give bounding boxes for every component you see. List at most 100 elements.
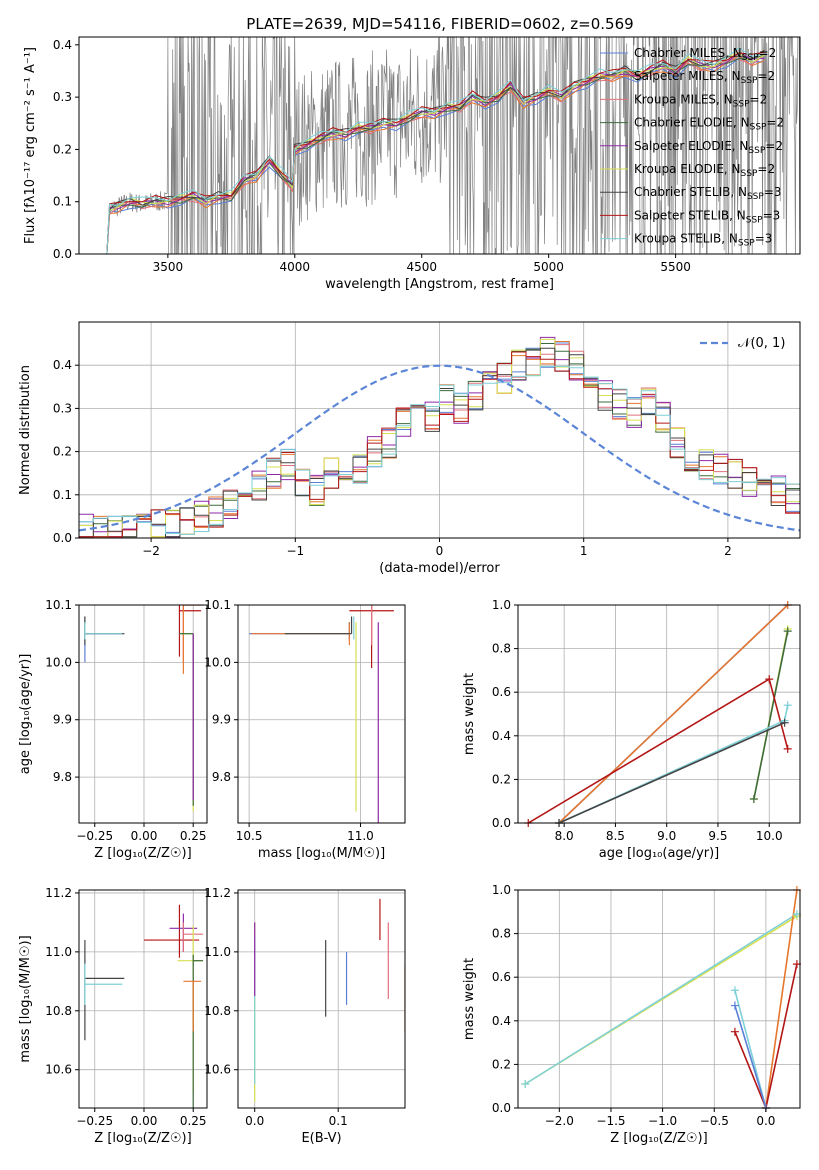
y-tick-label: 0.2	[492, 1057, 511, 1071]
x-tick-label: 0.25	[180, 1114, 207, 1128]
y-tick-label: 0.8	[492, 927, 511, 941]
figure-title: PLATE=2639, MJD=54116, FIBERID=0602, z=0…	[246, 15, 633, 33]
x-tick-label: −2	[142, 544, 160, 558]
data-point-marker	[765, 675, 774, 684]
x-tick-label: 11.0	[347, 829, 374, 843]
model-spectrum-line	[106, 49, 765, 254]
x-tick-label: 5000	[533, 260, 564, 274]
y-tick-label: 0.4	[492, 1014, 511, 1028]
histogram-step	[79, 347, 800, 538]
data-point-marker	[730, 986, 739, 995]
legend-entry: Chabrier MILES, NSSP=2	[634, 46, 776, 63]
x-tick-label: 10.5	[236, 829, 263, 843]
y-tick-label: 11.2	[45, 886, 72, 900]
mass-vs-metallicity-panel: −0.25 0.00 0.25 10.6 10.8 11.0 11.2 Z [log₁₀(Z/…	[18, 886, 208, 1146]
axes-frame	[78, 889, 208, 1109]
y-tick-label: 10.6	[45, 1063, 72, 1077]
y-tick-label: 10.0	[45, 655, 72, 669]
x-axis-label: age [log₁₀(age/yr)]	[599, 846, 720, 861]
x-tick-label: −0.25	[76, 829, 113, 843]
legend-entry: Chabrier STELIB, NSSP=3	[634, 185, 782, 202]
y-axis-label: mass weight	[462, 673, 477, 755]
legend-entry: 𝒩(0, 1)	[738, 336, 785, 351]
observed-spectrum-line	[106, 37, 800, 254]
data-point-marker	[783, 627, 792, 636]
data-point-marker	[521, 1080, 530, 1089]
y-tick-label: 11.0	[45, 945, 72, 959]
plot-area	[254, 898, 405, 1103]
x-tick-label: −2.0	[545, 1114, 574, 1128]
mass-vs-ebv-panel: 0.0 0.1 10.6 10.8 11.0 11.2 E(B-V)	[204, 886, 406, 1146]
model-spectrum-line	[106, 51, 765, 254]
legend-entry: Salpeter ELODIE, NSSP=2	[634, 139, 783, 156]
data-point-marker	[730, 1027, 739, 1036]
x-tick-label: 4500	[406, 260, 437, 274]
y-tick-label: 0.6	[492, 970, 511, 984]
mass-weight-line	[527, 677, 789, 823]
y-tick-label: 0.4	[492, 729, 511, 743]
mass-weight-line	[753, 631, 789, 800]
model-spectrum-line	[106, 52, 765, 254]
y-tick-label: 0.2	[53, 142, 72, 156]
plot-area	[249, 605, 394, 823]
age-vs-metallicity-panel: −0.25 0.00 0.25 9.8 9.9 10.0 10.1 Z [log₁₀(Z/Z☉…	[18, 598, 208, 861]
x-axis-label: mass [log₁₀(M/M☉)]	[258, 846, 385, 861]
x-tick-label: 1	[580, 544, 588, 558]
x-tick-label: 0.0	[245, 1114, 264, 1128]
x-axis-label: Z [log₁₀(Z/Z☉)]	[610, 1131, 707, 1146]
x-tick-label: 5500	[660, 260, 691, 274]
y-axis-label: mass weight	[462, 958, 477, 1040]
residual-histogram-panel: −2 −1 0 1 2 0.0 0.1 0.2 0.3 0.4 (data-model)/error…	[18, 321, 801, 576]
y-tick-label: 9.9	[53, 713, 72, 727]
legend-entry: Kroupa MILES, NSSP=2	[634, 92, 767, 109]
model-spectrum-line	[106, 52, 765, 254]
x-tick-label: −0.5	[700, 1114, 729, 1128]
y-tick-label: 0.2	[53, 445, 72, 459]
legend-entry: Salpeter MILES, NSSP=2	[634, 69, 775, 86]
mass-weight-line	[558, 721, 785, 823]
legend-entry: Chabrier ELODIE, NSSP=2	[634, 116, 784, 133]
x-tick-label: 8.5	[606, 829, 625, 843]
mass-weight-line	[558, 705, 789, 823]
histogram-step	[79, 343, 800, 526]
axes-frame	[517, 889, 801, 1109]
plot-area	[527, 605, 789, 823]
x-tick-label: 9.5	[708, 829, 727, 843]
y-tick-label: 0.4	[53, 358, 72, 372]
legend-entry: Kroupa ELODIE, NSSP=2	[634, 162, 775, 179]
y-tick-label: 10.1	[204, 598, 231, 612]
y-tick-label: 0.2	[492, 772, 511, 786]
x-tick-label: −1.0	[648, 1114, 677, 1128]
x-tick-label: 0	[436, 544, 444, 558]
axes-frame	[237, 604, 406, 824]
y-tick-label: 10.1	[45, 598, 72, 612]
histogram-step	[79, 365, 800, 535]
plot-area	[84, 904, 204, 1108]
x-axis-label: wavelength [Angstrom, rest frame]	[325, 277, 554, 292]
y-tick-label: 10.8	[45, 1004, 72, 1018]
y-tick-label: 0.6	[492, 685, 511, 699]
y-axis-label: Normed distribution	[18, 365, 33, 495]
data-point-marker	[730, 1001, 739, 1010]
x-tick-label: 0.1	[329, 1114, 348, 1128]
x-tick-label: −0.25	[76, 1114, 113, 1128]
y-tick-label: 1.0	[492, 883, 511, 897]
y-tick-label: 10.0	[204, 655, 231, 669]
massweight-vs-age-panel: 8.0 8.5 9.0 9.5 10.0 0.0 0.2 0.4 0.6 0.8 1.0 age [l…	[462, 598, 801, 861]
data-point-marker	[780, 718, 789, 727]
massweight-vs-metallicity-panel: −2.0 −1.5 −1.0 −0.5 0.0 0.0 0.2 0.4 0.6 0.8 1.0 Z […	[462, 883, 801, 1146]
x-tick-label: −1.5	[596, 1114, 625, 1128]
x-axis-label: Z [log₁₀(Z/Z☉)]	[94, 1131, 191, 1146]
y-tick-label: 9.8	[212, 770, 231, 784]
x-axis-label: E(B-V)	[301, 1131, 341, 1146]
y-tick-label: 10.6	[204, 1063, 231, 1077]
mass-weight-line	[524, 913, 798, 1085]
plot-area	[524, 890, 798, 1108]
y-tick-label: 0.1	[53, 195, 72, 209]
y-tick-label: 9.9	[212, 713, 231, 727]
plot-area	[106, 37, 800, 254]
y-tick-label: 0.0	[53, 531, 72, 545]
x-tick-label: 4000	[280, 260, 311, 274]
y-tick-label: 10.8	[204, 1004, 231, 1018]
